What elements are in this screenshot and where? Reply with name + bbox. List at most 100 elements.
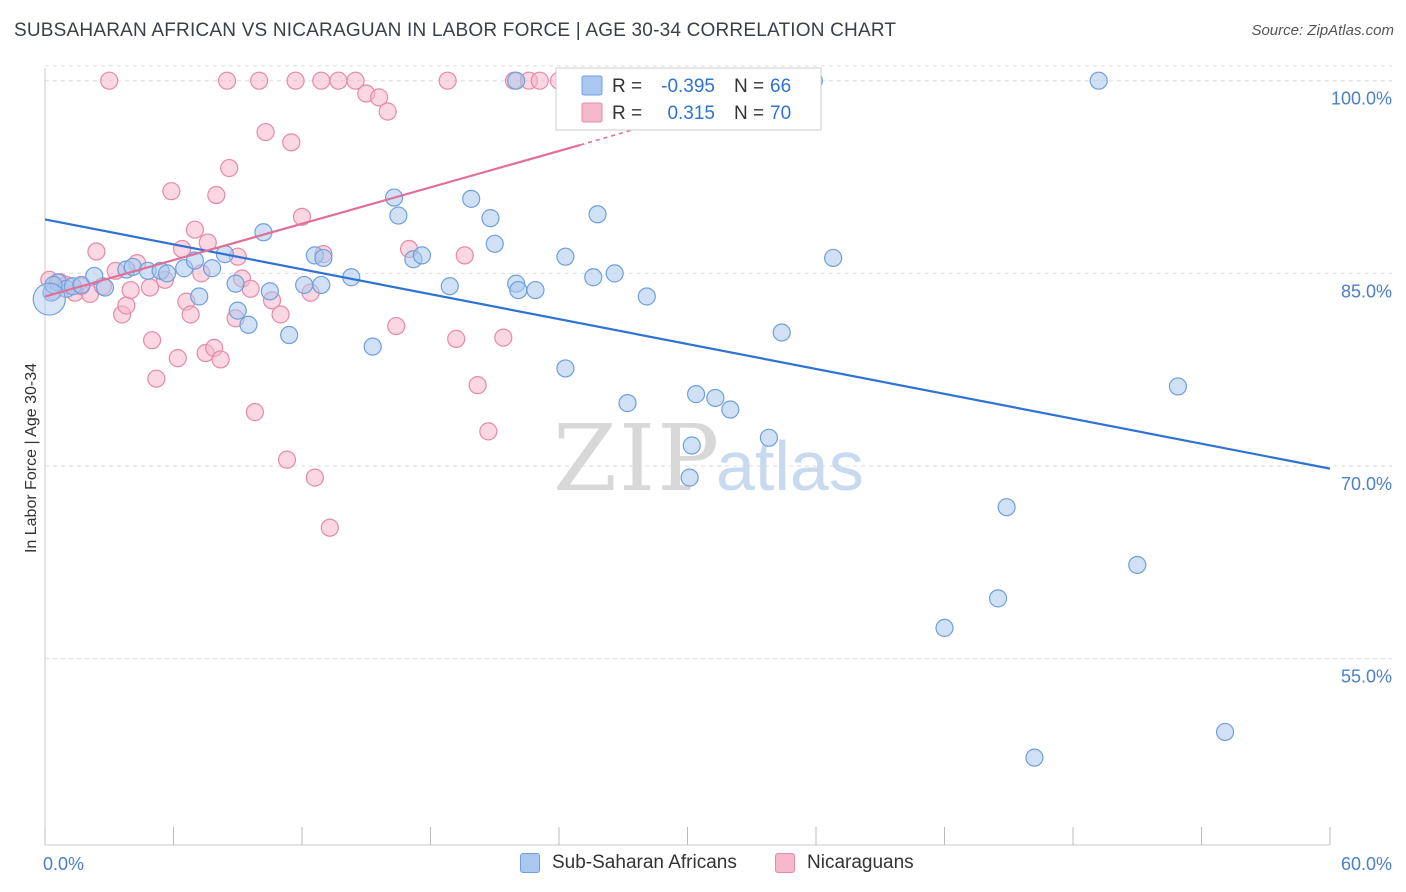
sub-saharan-africans-point-57 [935, 618, 954, 638]
sub-saharan-africans-point-5 [85, 266, 104, 286]
sub-saharan-africans-point-18 [228, 301, 247, 320]
sub-saharan-africans-point-56 [1089, 71, 1108, 90]
nicaraguans-point-30 [220, 158, 239, 178]
sub-saharan-africans-point-31 [412, 246, 432, 265]
nicaraguans-point-23 [185, 220, 205, 239]
legend-swatch-nicaraguans [775, 853, 795, 873]
sub-saharan-africans-point-63 [1215, 722, 1235, 742]
nicaraguans-point-39 [277, 450, 297, 469]
trendline-sub-saharan-africans [44, 218, 1331, 470]
sub-saharan-africans-point-61 [1128, 555, 1147, 575]
sub-saharan-africans-point-42 [584, 268, 603, 287]
sub-saharan-africans-point-58 [988, 589, 1008, 608]
sub-saharan-africans-point-14 [190, 287, 209, 306]
nicaraguans-point-49 [370, 88, 389, 107]
nicaraguans-point-45 [320, 518, 339, 537]
x-tick-label-1: 60.0% [1341, 854, 1392, 874]
sub-saharan-africans-point-41 [556, 359, 575, 378]
legend-label-sub-saharan-africans: Sub-Saharan Africans [552, 852, 737, 873]
nicaraguans-point-38 [271, 305, 290, 324]
nicaraguans-point-18 [162, 182, 181, 201]
nicaraguans-points [40, 71, 618, 537]
sub-saharan-africans-point-33 [440, 277, 459, 296]
legend-r-label-1: R = [612, 76, 642, 97]
sub-saharan-africans-point-52 [759, 428, 778, 447]
nicaraguans-point-51 [387, 316, 406, 336]
nicaraguans-point-28 [207, 185, 226, 205]
sub-saharan-africans-point-26 [312, 275, 331, 295]
sub-saharan-africans-point-45 [618, 394, 637, 413]
nicaraguans-point-15 [142, 331, 162, 350]
legend-box: R = -0.395 N = 66 R = 0.315 N = 70 [555, 67, 822, 131]
sub-saharan-africans-point-39 [526, 280, 545, 300]
nicaraguans-point-68 [312, 71, 331, 90]
sub-saharan-africans-point-59 [997, 498, 1016, 517]
sub-saharan-africans-point-44 [605, 264, 624, 283]
sub-saharan-africans-point-51 [721, 400, 740, 419]
sub-saharan-africans-point-23 [280, 325, 299, 345]
sub-saharan-africans-point-46 [637, 287, 656, 306]
legend-r-value-1: -0.395 [661, 76, 715, 97]
y-tick-label-2: 85.0% [1341, 281, 1392, 301]
sub-saharan-africans-point-60 [1025, 748, 1044, 767]
watermark-atlas: atlas [716, 427, 864, 505]
chart-title: SUBSAHARAN AFRICAN VS NICARAGUAN IN LABO… [14, 20, 897, 41]
sub-saharan-africans-point-43 [588, 205, 607, 224]
nicaraguans-point-53 [438, 71, 457, 90]
nicaraguans-point-50 [378, 102, 397, 121]
sub-saharan-africans-point-22 [295, 275, 314, 295]
y-tick-label-3: 100.0% [1331, 89, 1392, 109]
nicaraguans-point-65 [217, 71, 237, 90]
nicaraguans-point-47 [346, 71, 365, 90]
legend-r-value-2: 0.315 [667, 103, 715, 124]
x-tick-labels: 0.0% 60.0% [43, 854, 1392, 874]
nicaraguans-point-36 [256, 122, 275, 142]
trendline-nicaraguans-dashed [580, 113, 688, 146]
nicaraguans-point-22 [181, 305, 200, 324]
sub-saharan-africans-point-large [32, 282, 66, 316]
watermark: ZIP atlas [553, 405, 864, 512]
nicaraguans-point-35 [245, 403, 264, 422]
nicaraguans-point-69 [100, 71, 119, 90]
sub-saharan-africans-point-62 [1168, 377, 1188, 396]
nicaraguans-point-66 [250, 71, 269, 90]
nicaraguans-point-12 [121, 280, 140, 300]
x-tick-label-0: 0.0% [43, 854, 84, 874]
legend-swatch-sub-saharan-africans [520, 853, 540, 873]
sub-saharan-africans-point-34 [462, 189, 481, 208]
axes [44, 68, 1331, 846]
sub-saharan-africans-point-48 [682, 436, 701, 455]
nicaraguans-point-55 [455, 246, 474, 265]
nicaraguans-point-16 [147, 369, 166, 388]
sub-saharan-africans-point-38 [509, 280, 528, 300]
legend-n-value-2: 70 [770, 103, 791, 124]
nicaraguans-point-46 [329, 71, 348, 90]
sub-saharan-africans-point-40 [556, 247, 575, 266]
sub-saharan-africans-point-15 [202, 259, 222, 278]
trendline-nicaraguans [44, 143, 581, 298]
legend-n-label-1: N = [734, 76, 764, 97]
nicaraguans-point-58 [494, 328, 513, 347]
trendlines [44, 113, 1331, 470]
sub-saharan-africans-point-65 [507, 71, 526, 90]
legend-item-sub-saharan-africans: Sub-Saharan Africans [520, 852, 737, 874]
nicaraguans-point-7 [87, 242, 106, 261]
nicaraguans-point-19 [168, 349, 187, 368]
nicaraguans-point-14 [140, 278, 160, 297]
y-tick-labels: 55.0% 70.0% 85.0% 100.0% [1331, 89, 1392, 687]
sub-saharan-africans-point-55 [824, 248, 843, 268]
y-axis-label: In Labor Force | Age 30-34 [23, 363, 40, 553]
sub-saharan-africans-point-4 [72, 275, 91, 295]
legend-swatch-pink [581, 102, 603, 123]
nicaraguans-point-61 [530, 71, 549, 90]
y-tick-label-0: 55.0% [1341, 667, 1392, 687]
sub-saharan-africans-point-17 [226, 274, 245, 293]
sub-saharan-africans-point-25 [314, 248, 333, 268]
legend-item-nicaraguans: Nicaraguans [775, 852, 914, 874]
sub-saharan-africans-point-32 [363, 337, 382, 356]
sub-saharan-africans-point-35 [481, 209, 500, 228]
nicaraguans-point-40 [282, 133, 301, 152]
sub-saharan-africans-point-29 [389, 206, 408, 225]
gridlines [45, 65, 1392, 660]
